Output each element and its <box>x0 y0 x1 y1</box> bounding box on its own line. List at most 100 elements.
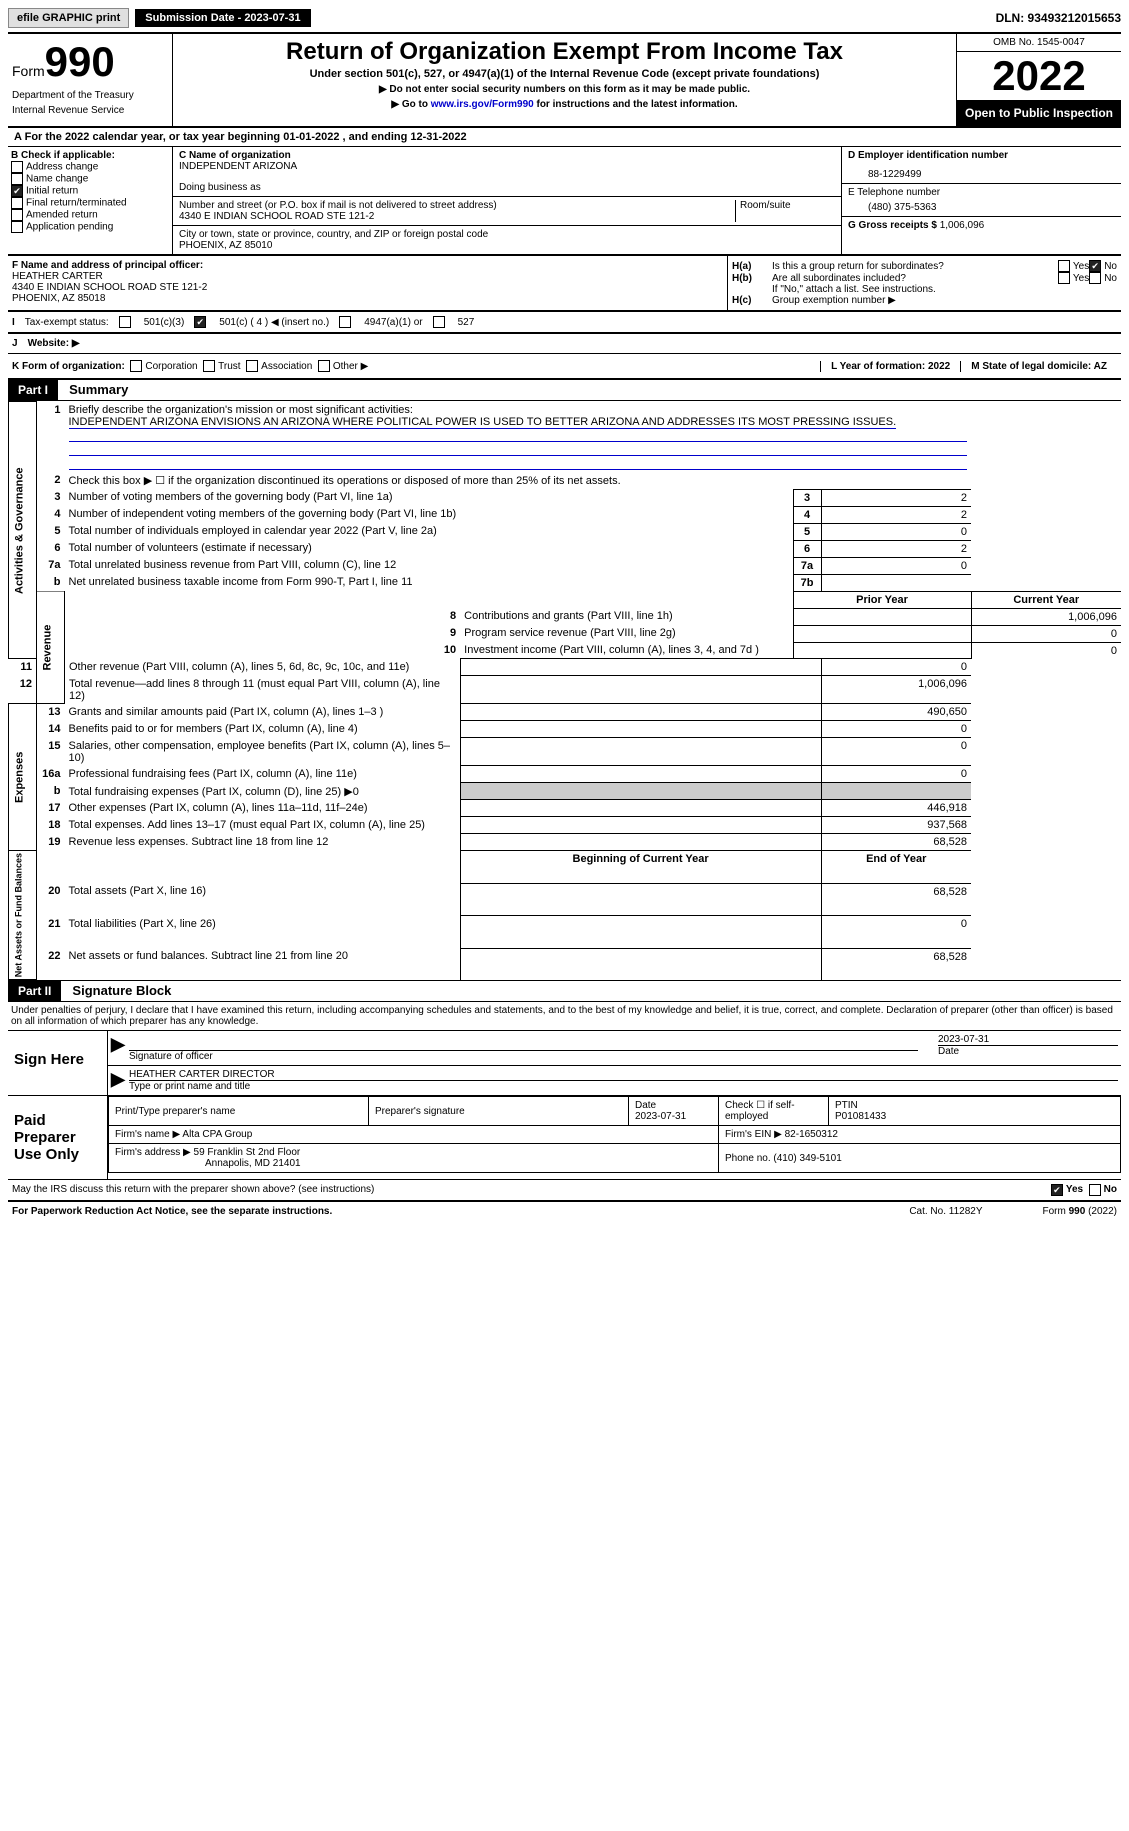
form-subtitle: Under section 501(c), 527, or 4947(a)(1)… <box>177 68 952 80</box>
irs-label: Internal Revenue Service <box>12 105 168 116</box>
form-number: 990 <box>45 38 115 85</box>
gross-value: 1,006,096 <box>940 220 985 231</box>
row8-text: Contributions and grants (Part VIII, lin… <box>460 608 793 625</box>
row7b-text: Net unrelated business taxable income fr… <box>65 574 461 591</box>
q1-label: Briefly describe the organization's miss… <box>69 404 413 416</box>
row5-val: 0 <box>821 523 971 540</box>
row10-prior <box>793 642 971 659</box>
website-row: J Website: ▶ <box>8 333 1121 354</box>
row4-box: 4 <box>793 506 821 523</box>
opt-trust: Trust <box>218 361 240 372</box>
opt-other: Other ▶ <box>333 361 368 372</box>
vtab-activities: Activities & Governance <box>9 402 37 659</box>
block-d: D Employer identification number 88-1229… <box>841 147 1121 254</box>
vtab-netassets: Net Assets or Fund Balances <box>9 851 37 980</box>
block-b: B Check if applicable: Address change Na… <box>8 147 173 254</box>
check-501c4[interactable]: ✔ <box>194 316 206 328</box>
prep-sig-hdr: Preparer's signature <box>369 1097 629 1126</box>
goto-prefix: ▶ Go to <box>391 99 430 110</box>
row5-text: Total number of individuals employed in … <box>65 523 461 540</box>
check-assoc[interactable] <box>246 360 258 372</box>
check-amended[interactable]: Amended return <box>11 209 169 221</box>
header-note1: ▶ Do not enter social security numbers o… <box>177 84 952 95</box>
curr-year-hdr: Current Year <box>971 591 1121 608</box>
check-app-pending[interactable]: Application pending <box>11 221 169 233</box>
footer-right: Form 990 (2022) <box>1043 1206 1117 1217</box>
prep-name-hdr: Print/Type preparer's name <box>109 1097 369 1126</box>
efile-button[interactable]: efile GRAPHIC print <box>8 8 129 28</box>
hb-no-check[interactable] <box>1089 272 1101 284</box>
irs-link[interactable]: www.irs.gov/Form990 <box>431 99 534 110</box>
beg-year-hdr: Beginning of Current Year <box>460 851 821 884</box>
ein-label: Firm's EIN ▶ <box>725 1129 782 1140</box>
check-corp[interactable] <box>130 360 142 372</box>
a-text: For the 2022 calendar year, or tax year … <box>25 131 467 143</box>
row8-curr: 1,006,096 <box>971 608 1121 625</box>
signer-name-label: Type or print name and title <box>129 1080 1118 1092</box>
page-footer: For Paperwork Reduction Act Notice, see … <box>8 1200 1121 1221</box>
check-4947[interactable] <box>339 316 351 328</box>
row14-prior <box>460 721 821 738</box>
check-other[interactable] <box>318 360 330 372</box>
row14-curr: 0 <box>821 721 971 738</box>
sign-here-label: Sign Here <box>8 1031 108 1095</box>
opt-501c4: 501(c) ( 4 ) ◀ (insert no.) <box>219 317 329 328</box>
phone-value: (480) 375-5363 <box>848 198 1115 213</box>
sign-date: 2023-07-31 <box>938 1034 1118 1045</box>
row18-curr: 937,568 <box>821 817 971 834</box>
check-name-change[interactable]: Name change <box>11 173 169 185</box>
end-year-hdr: End of Year <box>821 851 971 884</box>
top-bar: efile GRAPHIC print Submission Date - 20… <box>8 8 1121 28</box>
a-label: A <box>14 131 22 143</box>
row11-curr: 0 <box>821 659 971 676</box>
ha-yes-check[interactable] <box>1058 260 1070 272</box>
row7b-box: 7b <box>793 574 821 591</box>
i-text: Tax-exempt status: <box>25 317 109 328</box>
row7b-val <box>821 574 971 591</box>
vtab-revenue: Revenue <box>37 591 65 704</box>
j-text: Website: ▶ <box>28 338 80 349</box>
omb-label: OMB No. 1545-0047 <box>957 34 1121 52</box>
check-trust[interactable] <box>203 360 215 372</box>
prep-date: 2023-07-31 <box>635 1111 686 1122</box>
org-name: INDEPENDENT ARIZONA <box>179 161 835 172</box>
ha-yes: Yes <box>1073 261 1089 272</box>
prep-selfemp[interactable]: Check ☐ if self-employed <box>719 1097 829 1126</box>
q1-text: INDEPENDENT ARIZONA ENVISIONS AN ARIZONA… <box>69 416 897 429</box>
check-527[interactable] <box>433 316 445 328</box>
ha-label: Is this a group return for subordinates? <box>772 261 1058 272</box>
opt-4947: 4947(a)(1) or <box>364 317 422 328</box>
hb-yes-check[interactable] <box>1058 272 1070 284</box>
footer-mid: Cat. No. 11282Y <box>909 1206 982 1217</box>
may-yes-check[interactable]: ✔ <box>1051 1184 1063 1196</box>
check-initial-return[interactable]: ✔Initial return <box>11 185 169 197</box>
hb-tag: H(b) <box>732 273 772 284</box>
row11-text: Other revenue (Part VIII, column (A), li… <box>65 659 461 676</box>
check-address-change[interactable]: Address change <box>11 161 169 173</box>
part2-tag: Part II <box>8 981 61 1001</box>
row5-box: 5 <box>793 523 821 540</box>
paid-prep-block: Paid Preparer Use Only Print/Type prepar… <box>8 1096 1121 1179</box>
row15-prior <box>460 738 821 766</box>
city-label: City or town, state or province, country… <box>179 229 835 240</box>
row9-curr: 0 <box>971 625 1121 642</box>
part2-header: Part II Signature Block <box>8 980 1121 1002</box>
check-final-return[interactable]: Final return/terminated <box>11 197 169 209</box>
row21-prior <box>460 916 821 949</box>
ha-no-check[interactable]: ✔ <box>1089 260 1101 272</box>
check-501c3[interactable] <box>119 316 131 328</box>
penalty-text: Under penalties of perjury, I declare th… <box>8 1002 1121 1031</box>
dln-label: DLN: 93493212015653 <box>996 11 1121 25</box>
firm-label: Firm's name ▶ <box>115 1129 180 1140</box>
row22-prior <box>460 948 821 980</box>
row21-curr: 0 <box>821 916 971 949</box>
row22-text: Net assets or fund balances. Subtract li… <box>65 948 461 980</box>
row19-curr: 68,528 <box>821 834 971 851</box>
header-note2: ▶ Go to www.irs.gov/Form990 for instruct… <box>177 99 952 110</box>
hc-label: Group exemption number ▶ <box>772 295 896 306</box>
may-no-check[interactable] <box>1089 1184 1101 1196</box>
block-c: C Name of organization INDEPENDENT ARIZO… <box>173 147 841 254</box>
row18-text: Total expenses. Add lines 13–17 (must eq… <box>65 817 461 834</box>
row10-curr: 0 <box>971 642 1121 659</box>
prior-year-hdr: Prior Year <box>793 591 971 608</box>
